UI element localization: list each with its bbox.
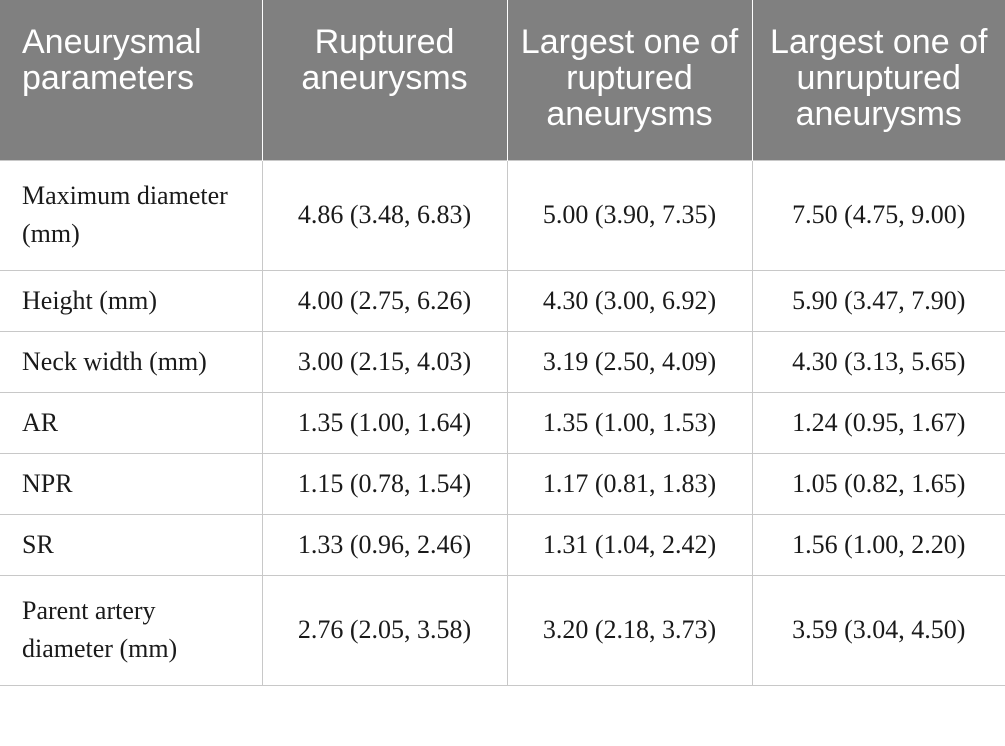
table-cell: 4.86 (3.48, 6.83) <box>261 159 508 271</box>
table-row: Maximum diameter (mm) 4.86 (3.48, 6.83) … <box>0 159 1005 271</box>
row-label: SR <box>0 513 263 576</box>
table-cell: 1.31 (1.04, 2.42) <box>506 513 753 576</box>
table-cell: 5.00 (3.90, 7.35) <box>506 159 753 271</box>
table-cell: 1.35 (1.00, 1.53) <box>506 391 753 454</box>
data-table: Aneurysmal parameters Ruptured aneurysms… <box>0 0 1005 686</box>
header-cell-ruptured: Ruptured aneurysms <box>262 0 508 160</box>
table-cell: 4.30 (3.13, 5.65) <box>751 330 1005 393</box>
table-cell: 1.33 (0.96, 2.46) <box>261 513 508 576</box>
table-cell: 1.35 (1.00, 1.64) <box>261 391 508 454</box>
table-header: Aneurysmal parameters Ruptured aneurysms… <box>0 0 1005 160</box>
row-label: Height (mm) <box>0 269 263 332</box>
table-cell: 2.76 (2.05, 3.58) <box>261 574 508 686</box>
table-cell: 3.19 (2.50, 4.09) <box>506 330 753 393</box>
table-cell: 4.00 (2.75, 6.26) <box>261 269 508 332</box>
table-cell: 1.56 (1.00, 2.20) <box>751 513 1005 576</box>
row-label: AR <box>0 391 263 454</box>
table-row: NPR 1.15 (0.78, 1.54) 1.17 (0.81, 1.83) … <box>0 452 1005 515</box>
table-row: AR 1.35 (1.00, 1.64) 1.35 (1.00, 1.53) 1… <box>0 391 1005 454</box>
header-cell-largest-ruptured: Largest one of ruptured aneurysms <box>507 0 753 160</box>
table-cell: 1.15 (0.78, 1.54) <box>261 452 508 515</box>
row-label: Parent artery diameter (mm) <box>0 574 263 686</box>
table-cell: 7.50 (4.75, 9.00) <box>751 159 1005 271</box>
table-row: Height (mm) 4.00 (2.75, 6.26) 4.30 (3.00… <box>0 269 1005 332</box>
row-label: Maximum diameter (mm) <box>0 159 263 271</box>
header-row: Aneurysmal parameters Ruptured aneurysms… <box>0 0 1005 160</box>
row-label: NPR <box>0 452 263 515</box>
table-cell: 1.24 (0.95, 1.67) <box>751 391 1005 454</box>
table-cell: 3.20 (2.18, 3.73) <box>506 574 753 686</box>
table-row: SR 1.33 (0.96, 2.46) 1.31 (1.04, 2.42) 1… <box>0 513 1005 576</box>
table-body: Maximum diameter (mm) 4.86 (3.48, 6.83) … <box>0 159 1005 686</box>
table-row: Parent artery diameter (mm) 2.76 (2.05, … <box>0 574 1005 686</box>
header-cell-parameters: Aneurysmal parameters <box>0 0 263 160</box>
row-label: Neck width (mm) <box>0 330 263 393</box>
header-cell-largest-unruptured: Largest one of unruptured aneurysms <box>752 0 1005 160</box>
table-row: Neck width (mm) 3.00 (2.15, 4.03) 3.19 (… <box>0 330 1005 393</box>
table-cell: 4.30 (3.00, 6.92) <box>506 269 753 332</box>
table-cell: 3.00 (2.15, 4.03) <box>261 330 508 393</box>
table-cell: 1.05 (0.82, 1.65) <box>751 452 1005 515</box>
table-cell: 1.17 (0.81, 1.83) <box>506 452 753 515</box>
table-cell: 5.90 (3.47, 7.90) <box>751 269 1005 332</box>
table-cell: 3.59 (3.04, 4.50) <box>751 574 1005 686</box>
